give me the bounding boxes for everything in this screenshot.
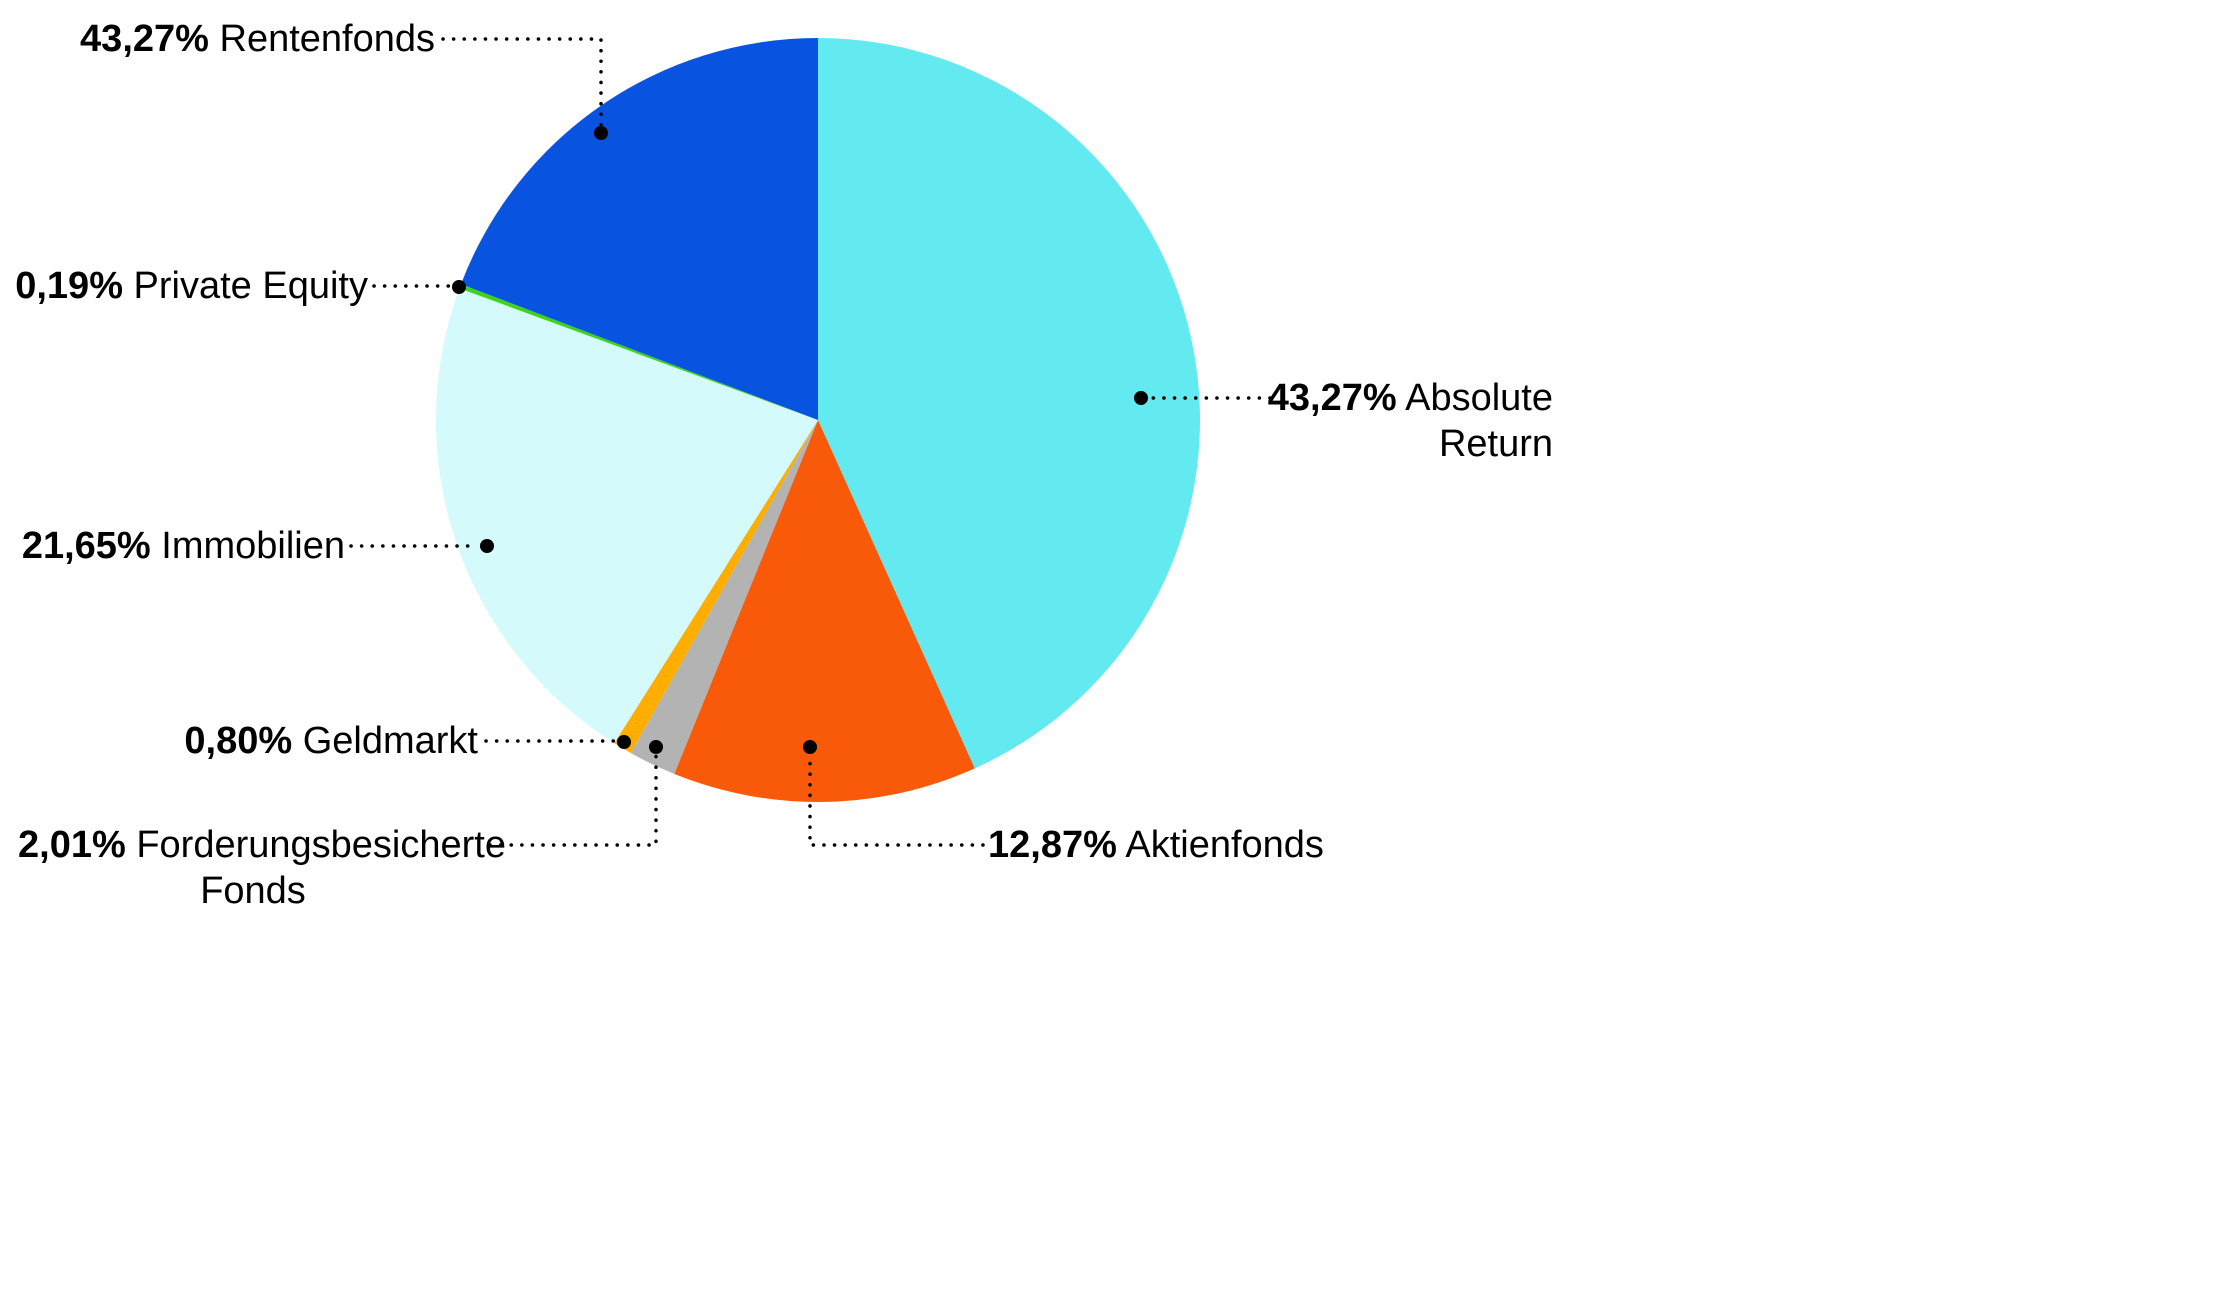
pie-slice-absolute-return bbox=[818, 38, 1200, 769]
label-private-equity-percent: 0,19% bbox=[15, 265, 123, 307]
pie-slice-forderungsbesicherte-fonds bbox=[630, 420, 818, 774]
leader-dot-private-equity bbox=[452, 280, 466, 294]
pie-slice-immobilien bbox=[435, 288, 818, 744]
label-immobilien-percent: 21,65% bbox=[21, 525, 151, 567]
label-forderungsbesicherte-fonds: 2,01% Forderungsbesicherte Fonds bbox=[18, 822, 506, 914]
leader-dot-aktienfonds bbox=[803, 740, 817, 754]
label-forderungsbesicherte-fonds-name: Forderungsbesicherte bbox=[136, 824, 506, 866]
pie-slice-aktienfonds bbox=[674, 420, 975, 802]
label-forderungsbesicherte-fonds-percent: 2,01% bbox=[18, 824, 126, 866]
leader-dot-immobilien bbox=[480, 539, 494, 553]
label-private-equity-name: Private Equity bbox=[133, 265, 368, 307]
label-rentenfonds-name: Rentenfonds bbox=[219, 18, 436, 60]
leader-dot-geldmarkt bbox=[617, 735, 631, 749]
leader-forderungsbesicherte-fonds bbox=[488, 753, 658, 847]
label-aktienfonds: 12,87% Aktienfonds bbox=[988, 822, 1324, 868]
label-rentenfonds: 43,27% Rentenfonds bbox=[0, 16, 435, 62]
label-forderungsbesicherte-fonds-name2: Fonds bbox=[200, 870, 306, 912]
label-immobilien: 21,65% Immobilien bbox=[0, 523, 345, 569]
leader-rentenfonds bbox=[441, 37, 603, 128]
leader-lines bbox=[349, 37, 1272, 847]
pie-slice-private-equity bbox=[459, 284, 818, 420]
label-absolute-return-percent: 43,27% bbox=[1267, 377, 1397, 419]
leader-dot-rentenfonds bbox=[594, 126, 608, 140]
label-private-equity: 0,19% Private Equity bbox=[0, 263, 368, 309]
leader-aktienfonds bbox=[808, 753, 985, 847]
label-geldmarkt: 0,80% Geldmarkt bbox=[0, 718, 478, 764]
label-absolute-return: 43,27% Absolute Return bbox=[1243, 375, 1553, 467]
label-absolute-return-name: Absolute bbox=[1405, 377, 1553, 419]
label-aktienfonds-percent: 12,87% bbox=[988, 824, 1117, 866]
pie-slice-rentenfonds bbox=[461, 38, 818, 420]
leader-dot-absolute-return bbox=[1134, 391, 1148, 405]
label-aktienfonds-name: Aktienfonds bbox=[1125, 824, 1324, 866]
pie-slices bbox=[435, 38, 1200, 802]
leader-dot-forderungsbesicherte-fonds bbox=[649, 740, 663, 754]
label-geldmarkt-name: Geldmarkt bbox=[302, 720, 478, 762]
label-absolute-return-name2: Return bbox=[1438, 423, 1553, 465]
label-immobilien-name: Immobilien bbox=[161, 525, 345, 567]
pie-slice-geldmarkt bbox=[614, 420, 818, 753]
label-rentenfonds-percent: 43,27% bbox=[80, 18, 209, 60]
label-geldmarkt-percent: 0,80% bbox=[184, 720, 293, 762]
